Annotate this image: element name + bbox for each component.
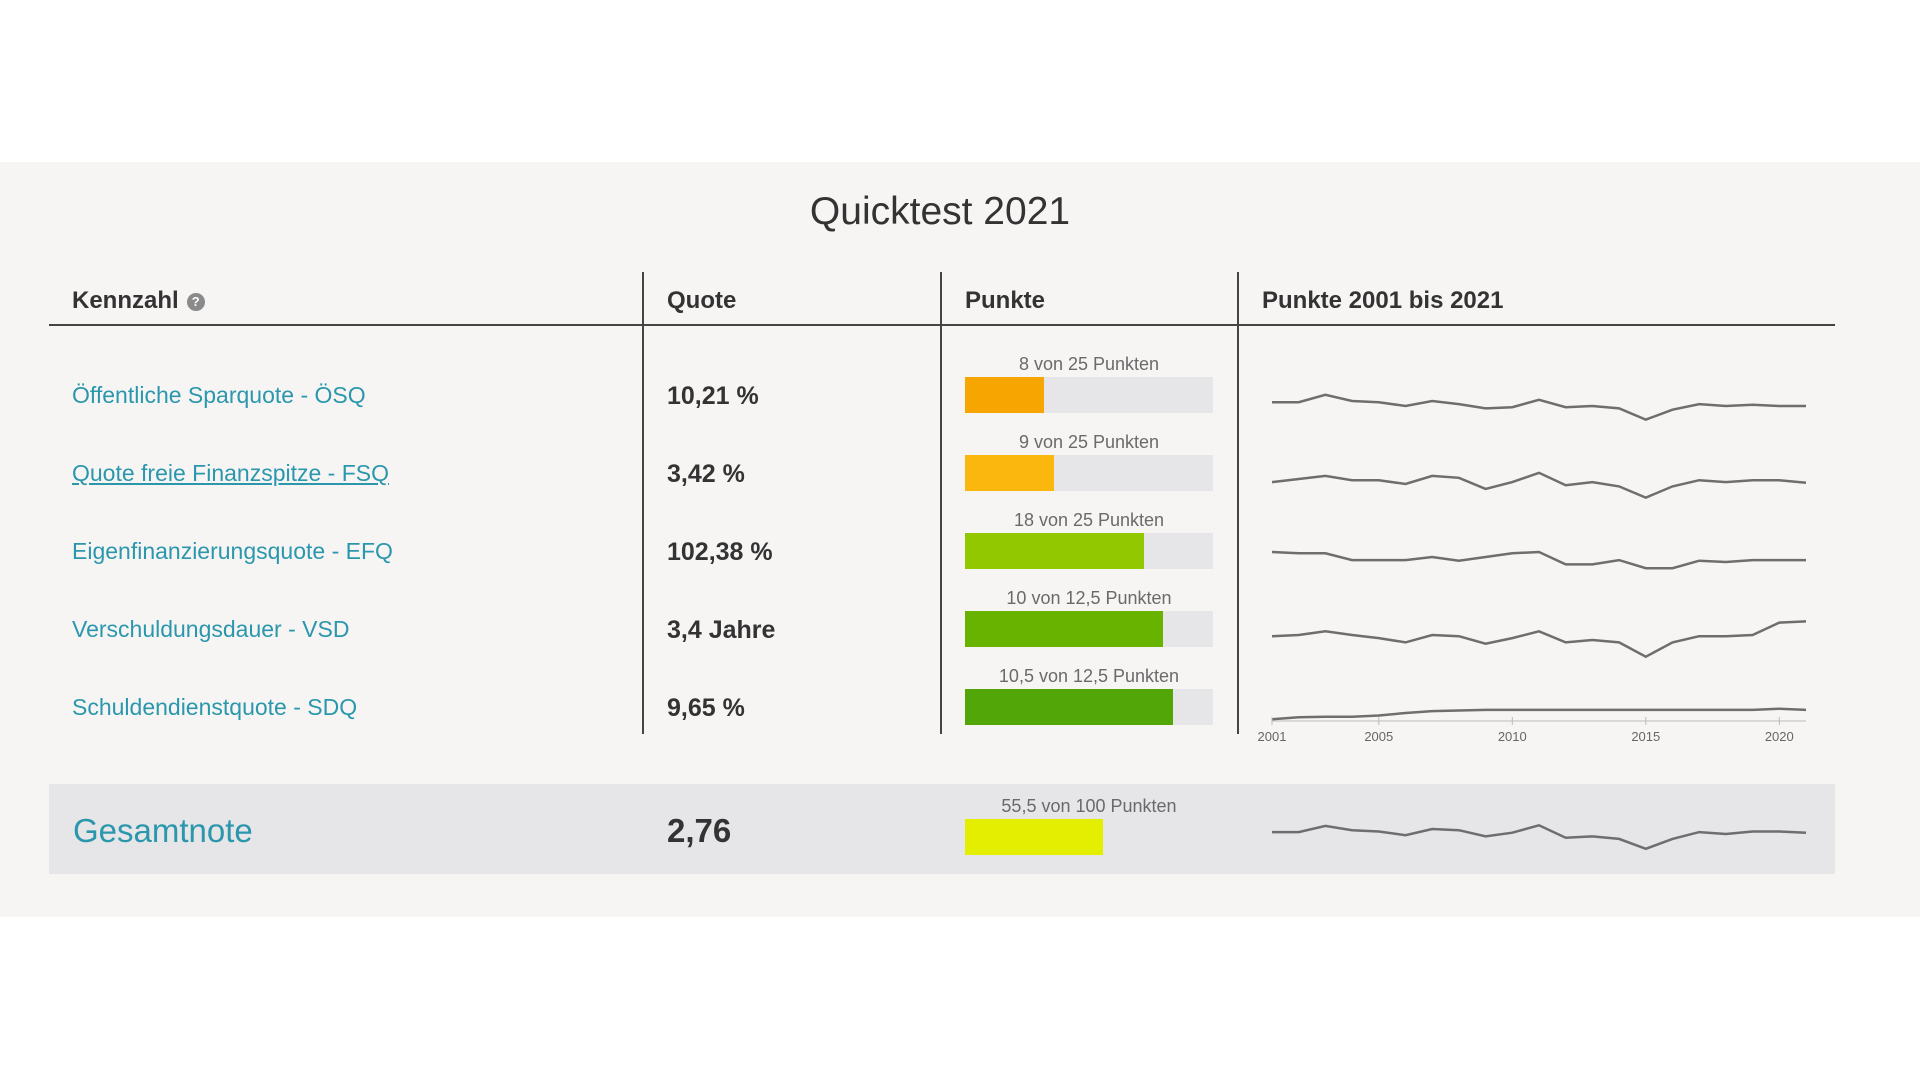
- total-sparkline: [1272, 823, 1807, 851]
- header-quote: Quote: [667, 287, 737, 314]
- axis-tick-label: 2001: [1258, 729, 1287, 744]
- table-row: Quote freie Finanzspitze - FSQ 3,42 % 9 vo…: [0, 432, 1920, 518]
- quote-value: 3,42 %: [667, 460, 745, 488]
- points-bar: [965, 377, 1213, 413]
- sparkline-path: [1271, 620, 1807, 659]
- column-divider: [940, 272, 942, 734]
- table-row: Eigenfinanzierungsquote - EFQ 102,38 % 18 …: [0, 510, 1920, 596]
- points-sparkline: [1271, 471, 1807, 499]
- sparkline-path: [1272, 393, 1806, 421]
- points-bar: [965, 689, 1213, 725]
- points-bar: [965, 533, 1213, 569]
- quote-value: 10,21 %: [667, 382, 759, 410]
- points-bar-fill: [965, 377, 1045, 413]
- total-label: Gesamtnote: [73, 812, 253, 849]
- points-label: 9 von 25 Punkten: [1018, 432, 1160, 452]
- quote-value: 3,4 Jahre: [667, 616, 776, 644]
- points-bar: [965, 455, 1213, 491]
- quote-value: 9,65 %: [667, 694, 745, 722]
- header-kennzahl-label: Kennzahl: [72, 287, 179, 314]
- total-points-label: 55,5 von 100 Punkten: [1001, 796, 1177, 816]
- header-punkte: Punkte: [965, 287, 1046, 314]
- table-row: Öffentliche Sparquote - ÖSQ 10,21 % 8 von …: [0, 354, 1920, 440]
- table-row: Verschuldungsdauer - VSD 3,4 Jahre 10 von …: [0, 588, 1920, 674]
- sparkline-path: [1271, 707, 1807, 721]
- help-icon[interactable]: ?: [186, 293, 205, 311]
- points-sparkline: [1271, 620, 1807, 659]
- points-sparkline: [1271, 707, 1807, 721]
- points-bar-fill: [965, 455, 1055, 491]
- points-label: 8 von 25 Punkten: [1018, 354, 1160, 374]
- sparkline-path: [1271, 471, 1807, 499]
- total-points-bar-fill: [965, 819, 1103, 855]
- year-axis: 2001 2005 2010 2015 2020: [1258, 717, 1806, 744]
- page-title: Quicktest 2021: [809, 190, 1071, 233]
- total-sparkline-path: [1272, 823, 1807, 851]
- points-bar: [965, 611, 1213, 647]
- points-label: 18 von 25 Punkten: [1013, 510, 1165, 530]
- header-divider: [49, 324, 1835, 326]
- points-sparkline: [1272, 393, 1806, 421]
- sparkline-path: [1271, 550, 1806, 570]
- axis-tick-label: 2005: [1364, 729, 1393, 744]
- kennzahl-name[interactable]: Verschuldungsdauer - VSD: [72, 616, 350, 642]
- axis-tick-label: 2020: [1765, 729, 1794, 744]
- total-grade: 2,76: [667, 812, 732, 849]
- points-bar-fill: [965, 689, 1174, 725]
- header-kennzahl: Kennzahl?: [72, 287, 205, 315]
- total-row: Gesamtnote 2,76 55,5 von 100 Punkten: [49, 784, 1835, 874]
- points-label: 10,5 von 12,5 Punkten: [998, 666, 1180, 686]
- quicktest-panel: Quicktest 2021 Kennzahl? Quote Punkte Pu…: [0, 162, 1920, 917]
- table-row: Schuldendienstquote - SDQ 9,65 % 10,5 von …: [0, 666, 1920, 752]
- axis-tick-label: 2015: [1631, 729, 1660, 744]
- points-bar-fill: [965, 533, 1144, 569]
- points-sparkline: [1271, 550, 1806, 570]
- column-divider: [1237, 272, 1239, 734]
- points-label: 10 von 12,5 Punkten: [1006, 588, 1172, 608]
- kennzahl-name[interactable]: Quote freie Finanzspitze - FSQ: [72, 460, 390, 486]
- points-bar-fill: [965, 611, 1164, 647]
- kennzahl-name[interactable]: Eigenfinanzierungsquote - EFQ: [72, 538, 393, 564]
- quote-value: 102,38 %: [667, 538, 773, 566]
- kennzahl-name[interactable]: Öffentliche Sparquote - ÖSQ: [72, 382, 366, 408]
- axis-tick-label: 2010: [1498, 729, 1527, 744]
- header-verlauf: Punkte 2001 bis 2021: [1262, 287, 1504, 314]
- total-points-bar: [965, 819, 1213, 855]
- column-divider: [642, 272, 644, 734]
- kennzahl-name[interactable]: Schuldendienstquote - SDQ: [72, 694, 358, 720]
